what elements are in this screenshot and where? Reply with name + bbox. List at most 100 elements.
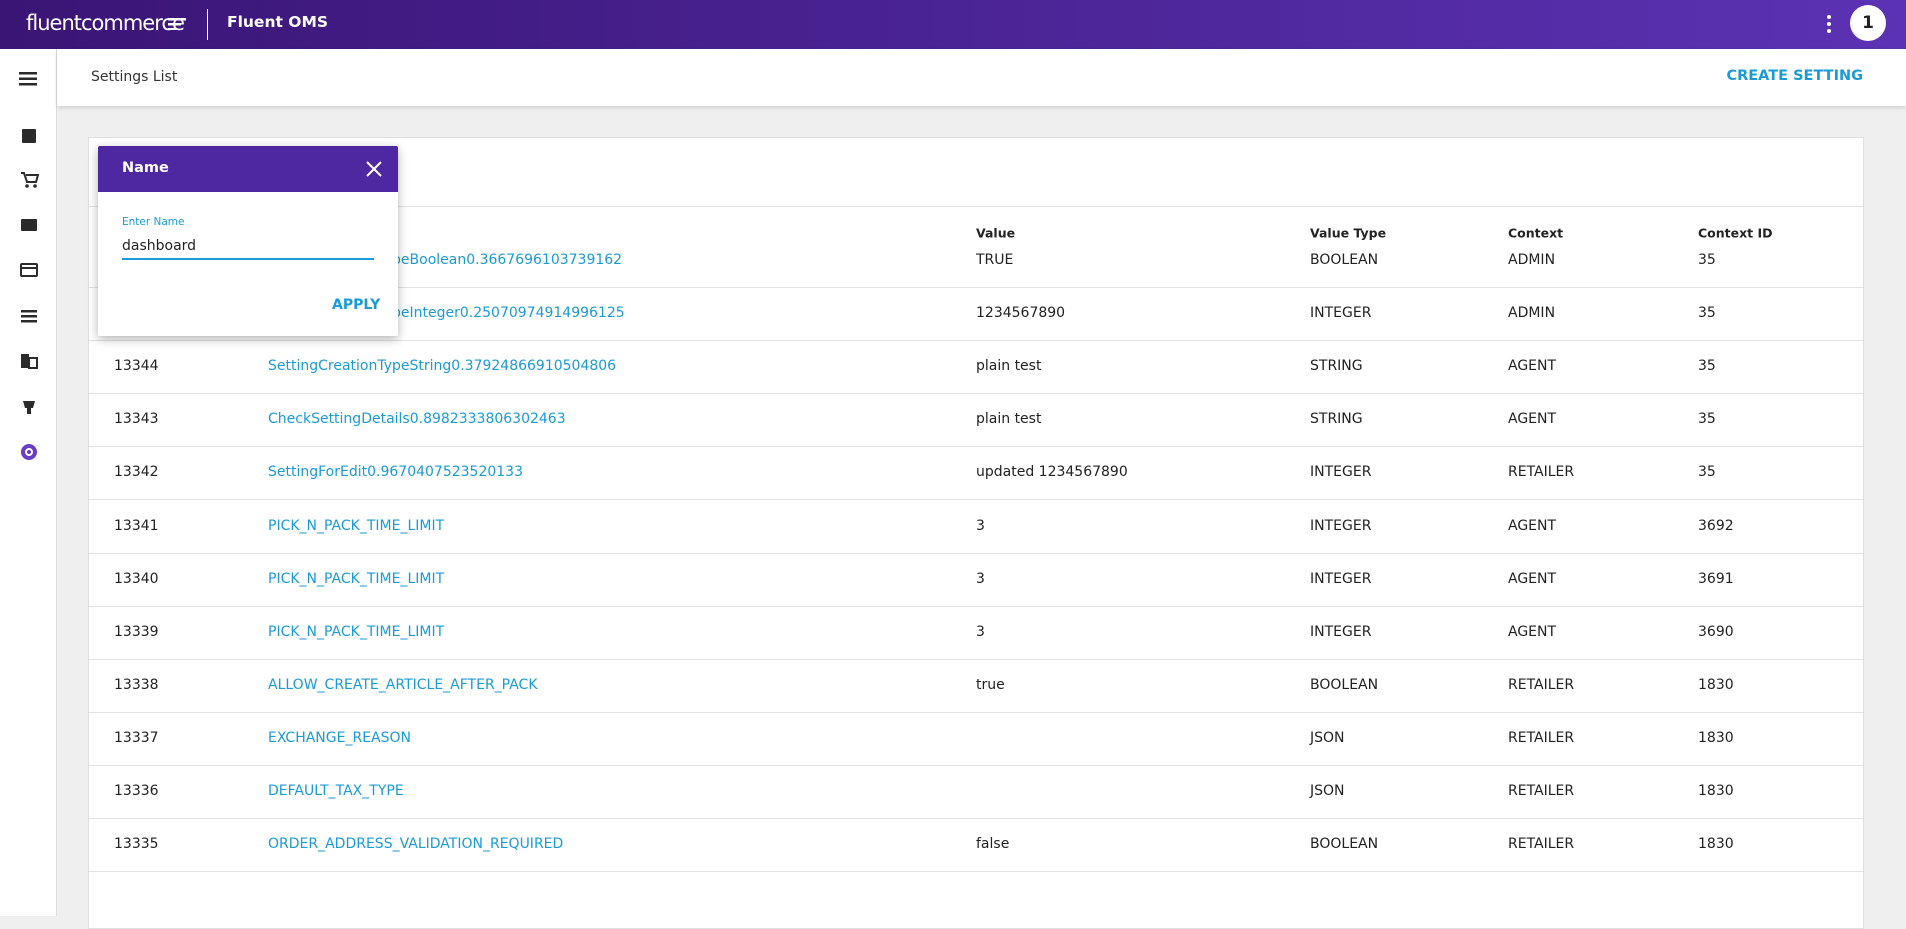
row-line	[89, 340, 1863, 342]
sidebar	[0, 49, 57, 916]
field-label: Enter Name	[122, 216, 185, 228]
table-cell: RETAILER	[1508, 783, 1575, 799]
popover-title: Name	[122, 160, 169, 176]
row-line	[89, 287, 1863, 289]
table-cell: 3	[976, 623, 985, 640]
table-cell: 13344	[114, 358, 159, 375]
row-line	[89, 552, 1863, 554]
table-cell: 1830	[1698, 729, 1734, 746]
table-cell: RETAILER	[1508, 464, 1575, 481]
setting-link[interactable]: ALLOW_CREATE_ARTICLE_AFTER_PACK	[268, 676, 538, 693]
table-cell: updated 1234567890	[976, 464, 1128, 481]
page-header: Settings List CREATE SETTING	[57, 49, 1906, 106]
setting-link[interactable]: PICK_N_PACK_TIME_LIMIT	[268, 623, 445, 640]
header-line	[89, 206, 1863, 207]
page-title: Settings List	[91, 69, 178, 85]
table-cell: STRING	[1310, 358, 1363, 375]
setting-link[interactable]: CheckSettingDetails0.8982333806302463	[268, 411, 566, 428]
table-cell: BOOLEAN	[1310, 676, 1379, 693]
column-header: Context	[1508, 225, 1564, 241]
close-icon[interactable]	[366, 161, 382, 177]
table-cell: AGENT	[1508, 517, 1557, 534]
table-cell: 3691	[1698, 570, 1734, 587]
table-cell: 1234567890	[976, 305, 1066, 322]
table-cell: 13338	[114, 676, 159, 693]
create-button[interactable]: CREATE SETTING	[1726, 68, 1863, 84]
table-cell: 35	[1698, 305, 1716, 322]
row-line	[89, 658, 1863, 660]
table-cell: 13335	[114, 836, 159, 853]
column-header: Context ID	[1698, 225, 1773, 241]
table-cell: 3690	[1698, 623, 1734, 640]
table-cell: 35	[1698, 358, 1716, 375]
table-cell: 3	[976, 517, 985, 534]
table-cell: 1830	[1698, 676, 1734, 693]
logo-mark	[168, 18, 186, 30]
table-cell: STRING	[1310, 411, 1363, 428]
table-cell: 1830	[1698, 836, 1734, 853]
menu-kebab[interactable]	[1824, 13, 1834, 35]
nav-icons	[19, 72, 40, 460]
table-cell: 13341	[114, 517, 159, 534]
filter-popover: Name Enter Name dashboard APPLY	[98, 146, 398, 336]
table-cell: plain test	[976, 358, 1042, 375]
table-cell: 13336	[114, 783, 159, 799]
top-bar: fluentcommerce Fluent OMS 1	[0, 0, 1906, 49]
table-cell: RETAILER	[1508, 676, 1575, 693]
popover-header: Name	[98, 146, 398, 192]
table-cell: 35	[1698, 411, 1716, 428]
table-cell: TRUE	[976, 252, 1014, 268]
table-cell: AGENT	[1508, 570, 1557, 587]
row-line	[89, 499, 1863, 501]
table-cell: INTEGER	[1310, 570, 1372, 587]
setting-link[interactable]: PICK_N_PACK_TIME_LIMIT	[268, 570, 445, 587]
table-cell: RETAILER	[1508, 836, 1575, 853]
table-cell: ADMIN	[1508, 252, 1556, 268]
avatar[interactable]: 1	[1850, 5, 1886, 41]
table-cell: ADMIN	[1508, 305, 1556, 322]
row-line	[89, 446, 1863, 448]
table-cell: 13339	[114, 623, 159, 640]
table-cell: AGENT	[1508, 358, 1557, 375]
table-cell: 13340	[114, 570, 159, 587]
row-line	[89, 871, 1863, 873]
apply-button[interactable]: APPLY	[332, 297, 381, 313]
setting-link[interactable]: ORDER_ADDRESS_VALIDATION_REQUIRED	[268, 836, 564, 853]
table-cell: AGENT	[1508, 411, 1557, 428]
table-cell: RETAILER	[1508, 729, 1575, 746]
field-input[interactable]: dashboard	[122, 238, 197, 254]
logo[interactable]: fluentcommerce	[26, 11, 185, 35]
table-cell: 13342	[114, 464, 159, 481]
setting-link[interactable]: DEFAULT_TAX_TYPE	[268, 783, 404, 799]
table-cell: 35	[1698, 464, 1716, 481]
app-name: Fluent OMS	[227, 13, 329, 31]
table-cell: 13337	[114, 729, 159, 746]
table-cell: INTEGER	[1310, 305, 1372, 322]
table-cell: false	[976, 836, 1010, 853]
table-cell: 13343	[114, 411, 159, 428]
table-cell: BOOLEAN	[1310, 836, 1379, 853]
table-cell: 35	[1698, 252, 1716, 268]
table-cell: true	[976, 676, 1005, 693]
column-header: Value	[976, 225, 1016, 241]
table-cell: 1830	[1698, 783, 1734, 799]
table-cell: INTEGER	[1310, 517, 1372, 534]
table-cell: JSON	[1310, 729, 1345, 746]
row-line	[89, 711, 1863, 713]
setting-link[interactable]: PICK_N_PACK_TIME_LIMIT	[268, 517, 445, 534]
column-header: Value Type	[1310, 225, 1387, 241]
table-cell: INTEGER	[1310, 623, 1372, 640]
table-cell: INTEGER	[1310, 464, 1372, 481]
divider	[207, 9, 208, 40]
setting-link[interactable]: SettingForEdit0.9670407523520133	[268, 464, 523, 481]
table-cell: BOOLEAN	[1310, 252, 1379, 268]
row-line	[89, 393, 1863, 395]
row-line	[89, 605, 1863, 607]
row-line	[89, 818, 1863, 820]
setting-link[interactable]: EXCHANGE_REASON	[268, 729, 411, 746]
table-cell: plain test	[976, 411, 1042, 428]
table-cell: AGENT	[1508, 623, 1557, 640]
table-cell: 3	[976, 570, 985, 587]
setting-link[interactable]: SettingCreationTypeString0.3792486691050…	[268, 358, 617, 375]
